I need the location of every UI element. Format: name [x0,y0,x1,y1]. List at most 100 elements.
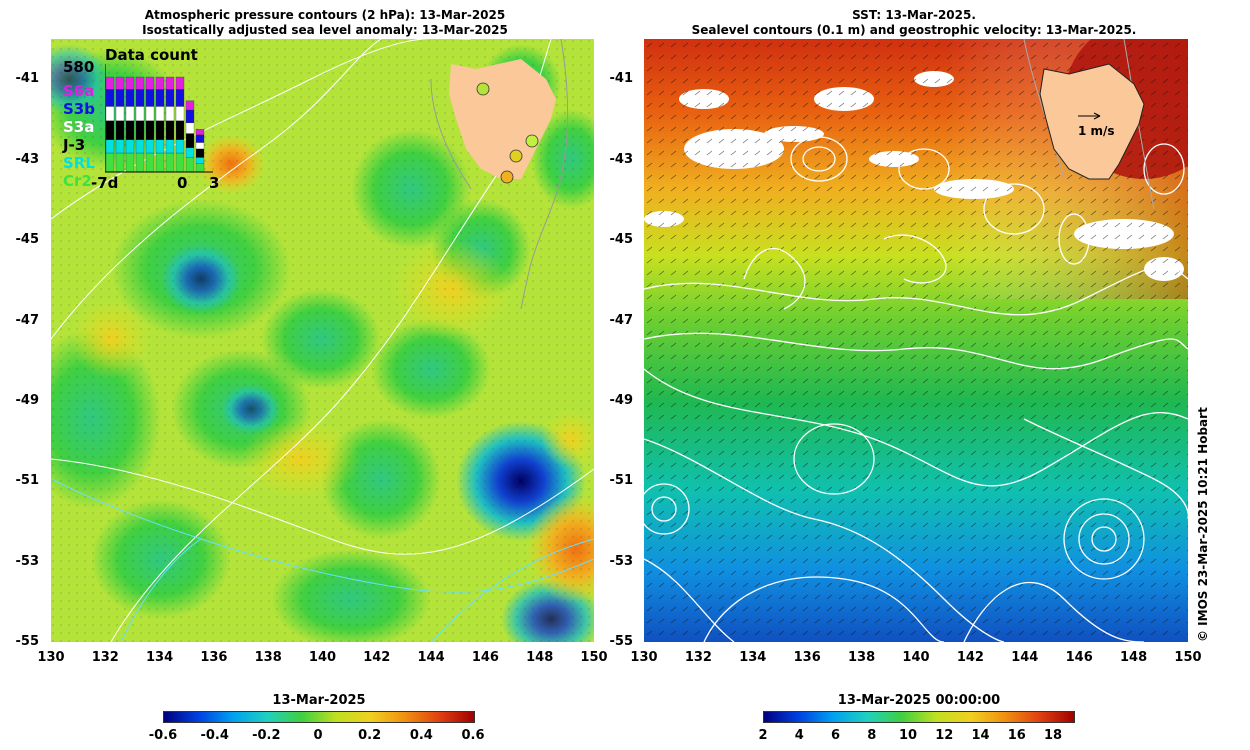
data-count-bar-segment [115,120,125,140]
y-tick-label: -49 [609,393,634,408]
x-tick-label: 150 [580,650,608,665]
data-count-bar-segment [185,157,195,173]
left-colorbar [163,711,475,723]
data-count-bar-segment [185,100,195,111]
right-title-line1: SST: 13-Mar-2025. [852,8,976,22]
data-count-bar-segment [115,152,125,173]
data-count-bar-segment [185,109,195,123]
data-count-bar-segment [145,152,155,173]
y-tick-label: -51 [609,473,634,488]
data-count-bar-segment [125,152,135,173]
mission-label: SRL [63,154,95,172]
sla-map-svg [51,39,594,642]
data-count-bar-segment [105,120,115,140]
y-tick-label: -47 [15,313,40,328]
y-tick-label: -47 [609,313,634,328]
colorbar-tick-label: 14 [971,728,990,743]
data-count-bar-segment [105,139,115,154]
y-tick-label: -41 [609,71,634,86]
inset-max-count: 580 [63,58,95,76]
y-tick-label: -43 [609,152,634,167]
colorbar-tick-label: 0.2 [358,728,382,743]
x-tick-label: 142 [363,650,391,665]
mission-label: J-3 [63,136,86,154]
data-count-bar-segment [175,120,185,140]
x-tick-label: 136 [793,650,821,665]
inset-x-right: 3 [209,174,220,192]
y-tick-label: -53 [15,554,40,569]
colorbar-tick-label: 0.4 [409,728,433,743]
data-count-bar-segment [105,106,115,121]
data-count-bar-segment [145,89,155,107]
data-count-bar-segment [165,89,175,107]
data-count-bar-segment [125,139,135,154]
x-tick-label: 140 [902,650,930,665]
data-count-bar-segment [195,148,205,158]
data-count-bar-segment [195,134,205,143]
y-tick-label: -55 [15,634,40,649]
data-count-bar-segment [135,152,145,173]
data-count-bar-segment [125,120,135,140]
mission-label: S3b [63,100,95,118]
data-count-bar-segment [175,139,185,154]
inset-x-zero: 0 [177,174,188,192]
data-count-bar-segment [145,120,155,140]
y-tick-label: -49 [15,393,40,408]
data-count-bar-segment [155,139,165,154]
data-count-bar-segment [135,106,145,121]
data-count-bar-segment [115,139,125,154]
data-count-bar-segment [125,76,135,90]
sst-map: 1 m/s [644,39,1188,642]
right-colorbar [763,711,1075,723]
x-tick-label: 144 [1011,650,1039,665]
data-count-bar-segment [135,89,145,107]
data-count-bar-segment [175,89,185,107]
colorbar-tick-label: 8 [867,728,877,743]
data-count-bar-segment [175,106,185,121]
data-count-bar-segment [115,89,125,107]
mission-label: S6a [63,82,95,100]
data-count-bar-segment [135,76,145,90]
data-count-bar-segment [155,120,165,140]
y-tick-label: -45 [15,232,40,247]
data-count-bar-segment [195,129,205,135]
colorbar-tick-label: 6 [830,728,841,743]
x-tick-label: 132 [91,650,119,665]
sla-map: Data count 580 S6a S3b S3a J-3 SRL Cr2 -7d 0 … [51,39,594,642]
y-tick-label: -55 [609,634,634,649]
x-tick-label: 130 [630,650,658,665]
data-count-bar-segment [155,106,165,121]
y-tick-label: -43 [15,152,40,167]
data-count-bar-segment [165,106,175,121]
data-count-bar-segment [175,76,185,90]
x-tick-label: 134 [739,650,767,665]
left-colorbar-title: 13-Mar-2025 [272,693,366,708]
data-count-bar-segment [195,142,205,150]
x-tick-label: 132 [684,650,712,665]
data-count-bar-segment [175,152,185,173]
data-count-bar-segment [155,152,165,173]
right-colorbar-title: 13-Mar-2025 00:00:00 [837,693,1001,708]
data-count-bar-segment [125,89,135,107]
data-count-bar-segment [125,106,135,121]
data-count-bars [105,64,213,173]
data-count-bar-segment [105,89,115,107]
colorbar-tick-label: 12 [935,728,954,743]
data-count-bar-segment [185,147,195,158]
credit-text: © IMOS 23-Mar-2025 10:21 Hobart [1196,407,1210,642]
data-count-inset: Data count 580 S6a S3b S3a J-3 SRL Cr2 -7d 0 … [53,44,223,192]
data-count-bar-segment [165,139,175,154]
y-tick-label: -53 [609,554,634,569]
data-count-bar-segment [145,106,155,121]
data-count-bar-segment [195,163,205,173]
mission-label: Cr2 [63,172,92,190]
data-count-bar-segment [145,76,155,90]
x-tick-label: 142 [956,650,984,665]
colorbar-tick-label: 10 [898,728,918,743]
x-tick-label: 134 [146,650,174,665]
sst-map-svg [644,39,1188,642]
data-count-bar-segment [135,139,145,154]
data-count-bar-segment [115,106,125,121]
data-count-bar-segment [145,139,155,154]
x-tick-label: 130 [37,650,65,665]
